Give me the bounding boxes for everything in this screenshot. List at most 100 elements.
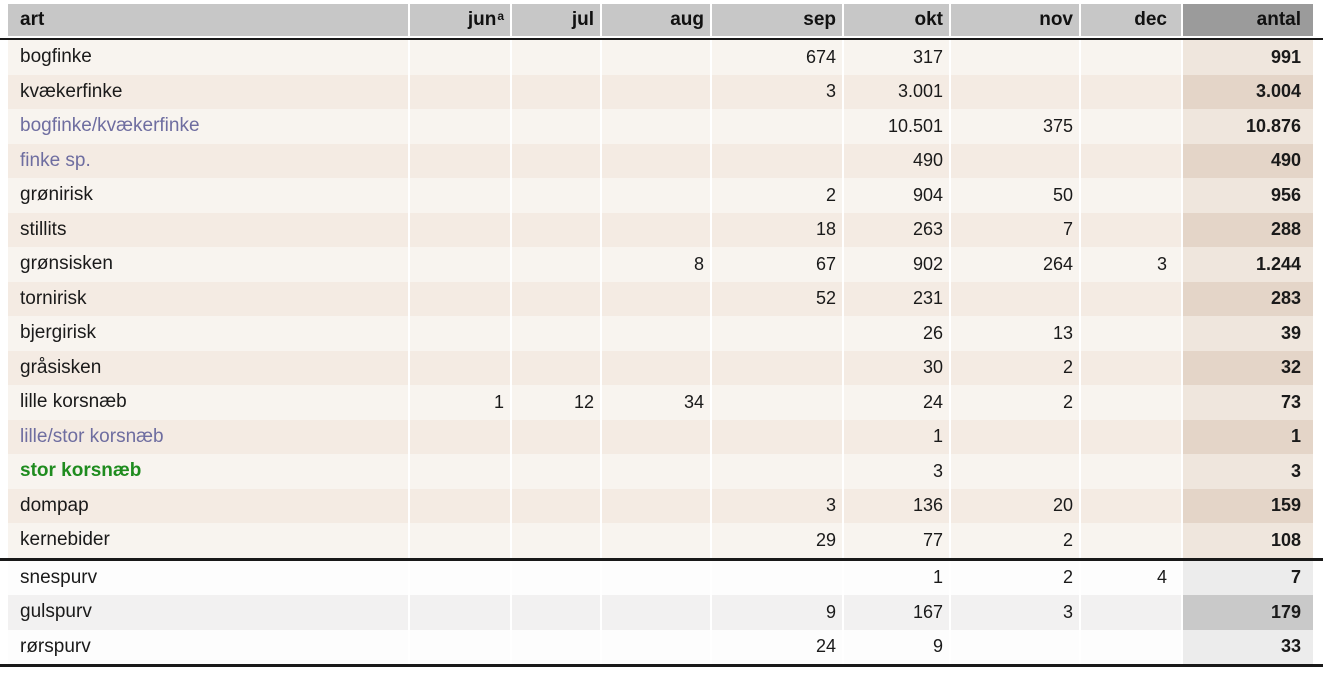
count-cell-nov: 2 <box>951 385 1079 420</box>
count-cell-okt: 136 <box>844 488 949 523</box>
species-name: kvækerfinke <box>8 74 408 109</box>
count-cell-dec <box>1081 629 1181 664</box>
species-name: lille korsnæb <box>8 385 408 420</box>
column-header-nov: nov <box>951 4 1079 36</box>
total-cell: 1 <box>1183 419 1313 454</box>
count-cell-jul <box>512 523 600 558</box>
count-cell-okt: 24 <box>844 385 949 420</box>
count-cell-okt: 904 <box>844 178 949 213</box>
total-cell: 179 <box>1183 595 1313 630</box>
count-cell-sep: 29 <box>712 523 842 558</box>
count-cell-jul <box>512 40 600 75</box>
bird-count-table: art jun a jul aug sep okt nov dec antal bogfinke 6… <box>0 4 1323 667</box>
count-cell-dec <box>1081 454 1181 489</box>
count-cell-jun <box>410 109 510 144</box>
total-cell: 32 <box>1183 350 1313 385</box>
count-cell-jul <box>512 212 600 247</box>
species-name: grønirisk <box>8 178 408 213</box>
count-cell-okt: 1 <box>844 560 949 595</box>
count-cell-jun <box>410 629 510 664</box>
column-header-dec: dec <box>1081 4 1181 36</box>
count-cell-aug <box>602 454 710 489</box>
total-cell: 3 <box>1183 454 1313 489</box>
total-cell: 159 <box>1183 488 1313 523</box>
count-cell-aug <box>602 212 710 247</box>
total-cell: 108 <box>1183 523 1313 558</box>
column-header-antal: antal <box>1183 4 1313 36</box>
count-cell-aug: 8 <box>602 247 710 282</box>
count-cell-sep: 52 <box>712 281 842 316</box>
count-cell-nov: 13 <box>951 316 1079 351</box>
count-cell-okt: 317 <box>844 40 949 75</box>
count-cell-aug <box>602 523 710 558</box>
count-cell-dec <box>1081 281 1181 316</box>
count-cell-dec: 3 <box>1081 247 1181 282</box>
count-cell-nov: 50 <box>951 178 1079 213</box>
count-cell-aug <box>602 40 710 75</box>
total-cell: 10.876 <box>1183 109 1313 144</box>
count-cell-aug <box>602 143 710 178</box>
total-cell: 1.244 <box>1183 247 1313 282</box>
count-cell-dec <box>1081 178 1181 213</box>
count-cell-jul: 12 <box>512 385 600 420</box>
table-row: tornirisk 52 231 283 <box>0 281 1323 316</box>
count-cell-okt: 263 <box>844 212 949 247</box>
total-cell: 490 <box>1183 143 1313 178</box>
count-cell-jul <box>512 350 600 385</box>
column-header-okt: okt <box>844 4 949 36</box>
species-name: stor korsnæb <box>8 454 408 489</box>
species-name: rørspurv <box>8 629 408 664</box>
total-cell: 956 <box>1183 178 1313 213</box>
count-cell-sep <box>712 350 842 385</box>
count-cell-jul <box>512 281 600 316</box>
count-cell-sep <box>712 143 842 178</box>
count-cell-jun <box>410 74 510 109</box>
species-name: bjergirisk <box>8 316 408 351</box>
count-cell-okt: 231 <box>844 281 949 316</box>
count-cell-nov: 2 <box>951 350 1079 385</box>
table-row: stor korsnæb 3 3 <box>0 454 1323 489</box>
species-name: finke sp. <box>8 143 408 178</box>
count-cell-nov <box>951 143 1079 178</box>
column-header-aug: aug <box>602 4 710 36</box>
count-cell-sep: 24 <box>712 629 842 664</box>
count-cell-sep: 3 <box>712 74 842 109</box>
count-cell-sep: 9 <box>712 595 842 630</box>
species-name: kernebider <box>8 523 408 558</box>
count-cell-jun <box>410 281 510 316</box>
table-row: dompap 3 136 20 159 <box>0 488 1323 523</box>
section-divider <box>0 557 1323 561</box>
table-row: snespurv 1 2 4 7 <box>0 560 1323 595</box>
table-row: gråsisken 30 2 32 <box>0 350 1323 385</box>
count-cell-dec <box>1081 350 1181 385</box>
table-row: lille korsnæb 1 12 34 24 2 73 <box>0 385 1323 420</box>
count-cell-okt: 9 <box>844 629 949 664</box>
count-cell-dec <box>1081 74 1181 109</box>
count-cell-jun: 1 <box>410 385 510 420</box>
count-cell-dec <box>1081 212 1181 247</box>
count-cell-jul <box>512 419 600 454</box>
table-body: bogfinke 674 317 991 kvækerfinke 3 3.001 3.004 b… <box>0 40 1323 664</box>
total-cell: 7 <box>1183 560 1313 595</box>
count-cell-okt: 30 <box>844 350 949 385</box>
count-cell-nov: 2 <box>951 560 1079 595</box>
count-cell-aug <box>602 281 710 316</box>
table-row: kernebider 29 77 2 108 <box>0 523 1323 558</box>
header-divider <box>0 38 1323 40</box>
count-cell-dec <box>1081 143 1181 178</box>
count-cell-dec <box>1081 109 1181 144</box>
count-cell-okt: 3 <box>844 454 949 489</box>
count-cell-jun <box>410 523 510 558</box>
count-cell-aug <box>602 595 710 630</box>
table-row: bjergirisk 26 13 39 <box>0 316 1323 351</box>
count-cell-jun <box>410 350 510 385</box>
table-row: bogfinke/kvækerfinke 10.501 375 10.876 <box>0 109 1323 144</box>
species-name: bogfinke/kvækerfinke <box>8 109 408 144</box>
count-cell-nov <box>951 629 1079 664</box>
count-cell-sep: 3 <box>712 488 842 523</box>
count-cell-jun <box>410 488 510 523</box>
total-cell: 73 <box>1183 385 1313 420</box>
count-cell-nov: 2 <box>951 523 1079 558</box>
count-cell-nov: 20 <box>951 488 1079 523</box>
count-cell-sep: 67 <box>712 247 842 282</box>
